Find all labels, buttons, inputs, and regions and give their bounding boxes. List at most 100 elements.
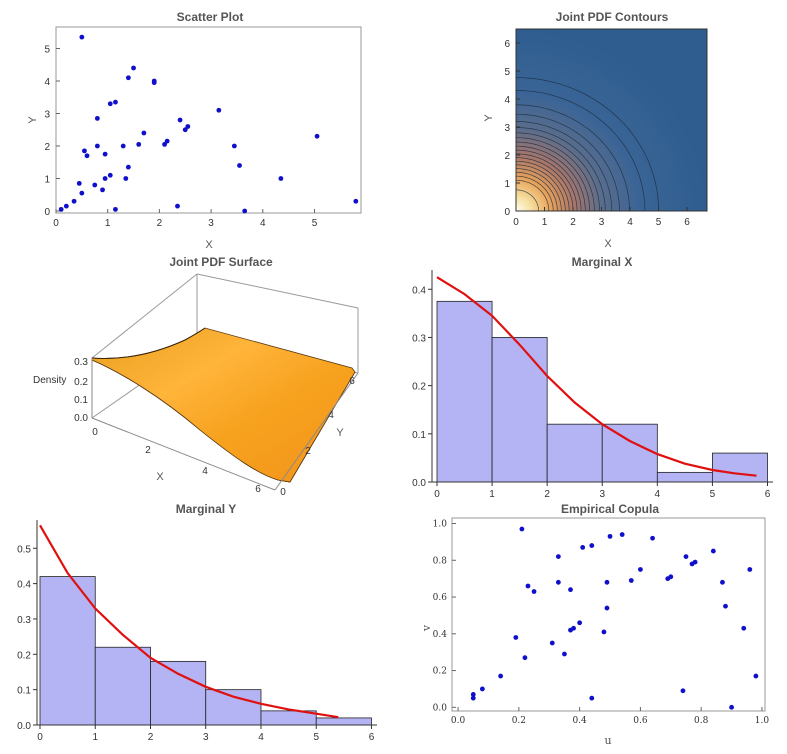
scatter-point (107, 101, 113, 107)
scatter-plot-panel: Scatter Plot X Y 0 1 2 3 4 5 0 1 2 3 4 5 (27, 10, 362, 251)
margy-bar (39, 576, 96, 726)
copula-point (589, 543, 595, 548)
contour-line (515, 104, 630, 212)
copula-point (741, 625, 747, 631)
scatter-point (63, 203, 69, 209)
scatter-point (131, 65, 136, 71)
contour-line (515, 132, 600, 212)
scatter-y-tick-label: 5 (44, 45, 50, 56)
copula-y-tick-label: 0.6 (433, 593, 448, 603)
margy-y-tick-label: 0.2 (17, 650, 31, 661)
surface-y-tick-label: 2 (305, 446, 311, 457)
surface-x-tick-label: 2 (145, 445, 151, 456)
copula-x-tick-label: 0.6 (633, 716, 648, 726)
marginal-x-title: Marginal X (572, 255, 633, 269)
margx-x-tick-label: 2 (544, 489, 550, 500)
copula-point (555, 554, 561, 559)
copula-y-tick-label: 0.0 (433, 703, 448, 713)
surface-z-tick-label: 0.2 (74, 377, 88, 388)
scatter-point (242, 208, 248, 214)
contour-line (515, 77, 659, 212)
copula-point (470, 692, 476, 697)
contour-line (516, 160, 570, 212)
copula-point (753, 673, 759, 679)
surface-z-tick-label: 0.1 (74, 395, 88, 406)
copula-title: Empirical Copula (561, 502, 659, 516)
scatter-point (84, 153, 90, 159)
scatter-x-tick-label: 1 (105, 218, 111, 229)
margx-y-tick-label: 0.2 (412, 382, 426, 393)
scatter-point (113, 99, 118, 105)
surface-back-edge (91, 327, 206, 359)
scatter-point (58, 206, 64, 212)
contour-x-tick-label: 1 (542, 217, 548, 228)
scatter-y-tick-label: 1 (44, 175, 50, 186)
copula-point (650, 535, 655, 541)
contour-line (516, 171, 558, 212)
copula-x-axis-label: u (604, 734, 611, 747)
scatter-point (314, 133, 320, 139)
contour-y-tick-label: 5 (504, 67, 510, 78)
margy-x-tick-label: 5 (313, 732, 319, 743)
copula-y-tick-label: 0.2 (433, 667, 447, 677)
margy-x-tick-label: 4 (258, 732, 264, 743)
copula-point (580, 545, 586, 550)
contour-y-tick-label: 2 (504, 151, 510, 162)
scatter-point (71, 198, 77, 204)
contour-lines (515, 77, 659, 212)
margx-x-tick-label: 5 (710, 489, 716, 500)
margx-bar (601, 423, 658, 483)
contour-line (515, 90, 646, 212)
margy-bar (150, 660, 207, 726)
scatter-point (123, 176, 129, 181)
scatter-point (175, 203, 180, 209)
contour-x-axis-label: X (604, 238, 612, 250)
copula-point (601, 629, 607, 635)
margx-x-tick-label: 3 (599, 489, 605, 500)
contour-line (516, 145, 586, 211)
contour-background (516, 29, 707, 211)
contour-line (516, 179, 550, 211)
scatter-point (237, 163, 242, 168)
copula-point (571, 625, 576, 631)
margy-y-tick-label: 0.5 (17, 544, 31, 555)
scatter-point (102, 151, 108, 157)
surface-y-tick-label: 4 (328, 410, 334, 421)
scatter-point (79, 34, 85, 40)
scatter-x-tick-label: 5 (312, 218, 318, 229)
scatter-point (136, 141, 142, 147)
copula-point (589, 695, 595, 701)
scatter-plot-title: Scatter Plot (177, 10, 244, 24)
contour-line (515, 127, 606, 211)
margy-x-tick-label: 3 (203, 732, 209, 743)
copula-point (747, 567, 753, 572)
copula-point (729, 704, 734, 710)
marginal-y-density-curve (39, 524, 339, 719)
margy-x-tick-label: 1 (92, 732, 98, 743)
surface-x-tick-label: 4 (202, 466, 208, 477)
marginal-x-panel: Marginal X 0 1 2 3 4 5 6 0.0 0.1 0.2 0.3 0.4 (412, 255, 773, 500)
copula-panel: Empirical Copula u v 0.0 0.2 0.4 0.6 0.8 1.0 … (420, 502, 769, 747)
margx-y-tick-label: 0.4 (412, 285, 426, 296)
scatter-point (151, 80, 157, 86)
scatter-point (76, 180, 82, 186)
scatter-point (182, 127, 188, 133)
scatter-point (113, 206, 118, 212)
surface-y-tick-label: 6 (349, 376, 355, 387)
copula-point (531, 589, 537, 594)
contour-line (516, 149, 582, 211)
copula-y-tick-label: 0.8 (433, 556, 448, 566)
copula-point (555, 579, 561, 585)
margx-bar (546, 423, 603, 483)
margx-x-tick-label: 1 (489, 489, 495, 500)
copula-point (498, 673, 504, 679)
marginal-y-panel: Marginal Y 0 1 2 3 4 5 6 0.0 0.1 0.2 0.3 0.4 0.5 (17, 502, 377, 743)
margy-bar (315, 717, 372, 726)
copula-x-tick-label: 0.4 (572, 716, 587, 726)
margy-y-tick-label: 0.1 (17, 686, 31, 697)
margx-y-tick-label: 0.0 (412, 478, 426, 489)
scatter-y-tick-label: 2 (44, 142, 50, 153)
copula-y-axis-label: v (420, 624, 433, 632)
contour-y-tick-label: 0 (504, 207, 510, 218)
scatter-point (120, 143, 126, 149)
